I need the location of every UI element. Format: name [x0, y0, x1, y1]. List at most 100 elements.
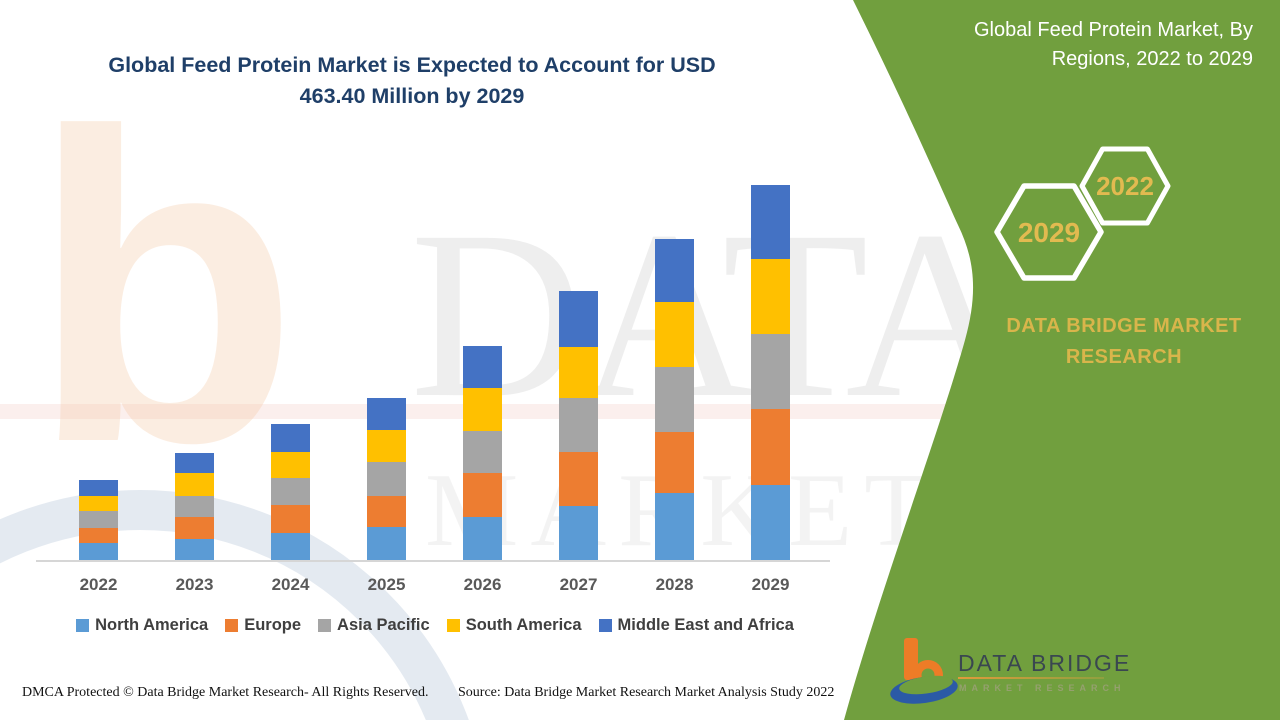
bar-segment-europe-2023: [175, 516, 214, 540]
legend-swatch-south-america: [446, 619, 460, 632]
x-axis-label-2027: 2027: [559, 575, 598, 594]
legend-swatch-asia-pacific: [318, 619, 332, 632]
hexagon-badge-2022: [1079, 146, 1171, 226]
bar-segment-middle-east-and-africa-2026: [463, 345, 502, 389]
watermark-text-marketresearch: MARKET RESEARCH: [425, 451, 1280, 568]
bar-segment-asia-pacific-2025: [367, 461, 406, 497]
legend-label-middle-east-and-africa: Middle East and Africa: [617, 616, 794, 634]
side-panel-title-line1: Global Feed Protein Market, By: [973, 19, 1253, 41]
legend-item-asia-pacific: Asia Pacific: [318, 616, 430, 635]
bar-segment-south-america-2029: [751, 258, 790, 334]
chart-headline: Global Feed Protein Market is Expected t…: [40, 50, 784, 112]
bar-segment-middle-east-and-africa-2028: [655, 238, 694, 303]
x-axis-label-2025: 2025: [367, 575, 406, 594]
x-axis-label-2026: 2026: [463, 575, 502, 594]
chart-headline-line2: 463.40 Million by 2029: [299, 84, 525, 108]
legend-swatch-north-america: [76, 619, 90, 632]
dmca-notice: DMCA Protected © Data Bridge Market Rese…: [22, 685, 429, 700]
bar-segment-asia-pacific-2024: [271, 478, 310, 506]
legend-swatch-europe: [225, 619, 239, 632]
legend-label-south-america: South America: [465, 616, 582, 634]
x-axis-label-2029: 2029: [751, 575, 790, 594]
legend-item-middle-east-and-africa: Middle East and Africa: [598, 616, 794, 635]
bar-2023: [175, 452, 214, 560]
hexagon-badge-2029: [994, 183, 1104, 281]
bar-segment-north-america-2027: [559, 505, 598, 560]
logo-swoosh-inner: [899, 675, 953, 695]
brand-wordmark-line1: DATA BRIDGE MARKET: [1006, 315, 1242, 337]
bar-2026: [463, 345, 502, 560]
x-axis-label-2028: 2028: [655, 575, 694, 594]
logo-divider-rule: [958, 677, 1104, 679]
hexagon-badge-2022-label: 2022: [1096, 171, 1154, 201]
legend-item-north-america: North America: [76, 616, 208, 635]
x-axis-label-2022: 2022: [79, 575, 118, 594]
bar-2025: [367, 398, 406, 560]
bar-segment-europe-2024: [271, 505, 310, 533]
bar-segment-middle-east-and-africa-2023: [175, 452, 214, 474]
bar-segment-north-america-2023: [175, 539, 214, 560]
bar-2029: [751, 184, 790, 560]
logo-name-text: DATA BRIDGE: [958, 650, 1132, 676]
bar-segment-europe-2025: [367, 496, 406, 527]
logo-swoosh: [890, 676, 958, 704]
legend-item-europe: Europe: [225, 616, 301, 635]
source-note: Source: Data Bridge Market Research Mark…: [458, 685, 835, 700]
bar-2028: [655, 238, 694, 560]
legend-label-north-america: North America: [95, 616, 209, 634]
chart-headline-line1: Global Feed Protein Market is Expected t…: [108, 53, 716, 77]
bar-segment-south-america-2023: [175, 473, 214, 496]
bar-segment-asia-pacific-2029: [751, 333, 790, 409]
bar-segment-north-america-2022: [79, 543, 118, 560]
legend-label-asia-pacific: Asia Pacific: [337, 616, 430, 634]
bar-segment-asia-pacific-2028: [655, 367, 694, 432]
bar-segment-europe-2026: [463, 473, 502, 518]
side-panel-title-line2: Regions, 2022 to 2029: [1051, 48, 1253, 70]
bar-segment-asia-pacific-2026: [463, 430, 502, 474]
bar-segment-south-america-2026: [463, 388, 502, 431]
bar-2024: [271, 424, 310, 560]
x-axis-line: [36, 560, 830, 562]
legend-swatch-middle-east-and-africa: [598, 619, 612, 632]
bar-segment-south-america-2022: [79, 495, 118, 511]
bar-segment-south-america-2025: [367, 430, 406, 462]
legend-label-europe: Europe: [244, 616, 302, 634]
logo-b-stem: [904, 638, 918, 680]
bar-segment-asia-pacific-2022: [79, 510, 118, 529]
bar-segment-middle-east-and-africa-2027: [559, 290, 598, 347]
x-axis-label-2024: 2024: [271, 575, 310, 594]
bar-segment-middle-east-and-africa-2024: [271, 424, 310, 452]
bar-segment-europe-2022: [79, 528, 118, 544]
bar-segment-asia-pacific-2023: [175, 495, 214, 517]
bar-segment-south-america-2024: [271, 451, 310, 479]
logo-subtitle-text: MARKET RESEARCH: [959, 683, 1126, 693]
watermark-b-logo: b: [30, 43, 299, 534]
bar-segment-europe-2029: [751, 408, 790, 485]
bar-segment-asia-pacific-2027: [559, 397, 598, 453]
bar-2022: [79, 480, 118, 560]
legend-item-south-america: South America: [446, 616, 582, 635]
bar-segment-north-america-2024: [271, 532, 310, 560]
brand-wordmark: DATA BRIDGE MARKET RESEARCH: [988, 311, 1260, 373]
chart-legend: North America Europe Asia Pacific South Ame…: [40, 616, 830, 635]
bar-segment-middle-east-and-africa-2022: [79, 480, 118, 496]
logo-b-bowl-hole: [921, 668, 935, 682]
x-axis-label-2023: 2023: [175, 575, 214, 594]
databridge-logo-mark: [890, 638, 958, 704]
bar-segment-north-america-2026: [463, 517, 502, 560]
bar-segment-middle-east-and-africa-2029: [751, 184, 790, 259]
bar-segment-europe-2028: [655, 431, 694, 494]
bar-segment-south-america-2027: [559, 346, 598, 398]
bar-segment-north-america-2025: [367, 526, 406, 560]
bar-segment-north-america-2029: [751, 484, 790, 560]
logo-b-bowl: [913, 660, 943, 690]
bar-segment-middle-east-and-africa-2025: [367, 398, 406, 431]
side-panel-title: Global Feed Protein Market, By Regions, …: [823, 16, 1253, 74]
brand-wordmark-line2: RESEARCH: [1065, 346, 1183, 368]
bar-segment-europe-2027: [559, 452, 598, 506]
bar-segment-north-america-2028: [655, 493, 694, 560]
hexagon-badge-2029-label: 2029: [1018, 217, 1080, 248]
bar-2027: [559, 290, 598, 560]
bar-segment-south-america-2028: [655, 302, 694, 368]
